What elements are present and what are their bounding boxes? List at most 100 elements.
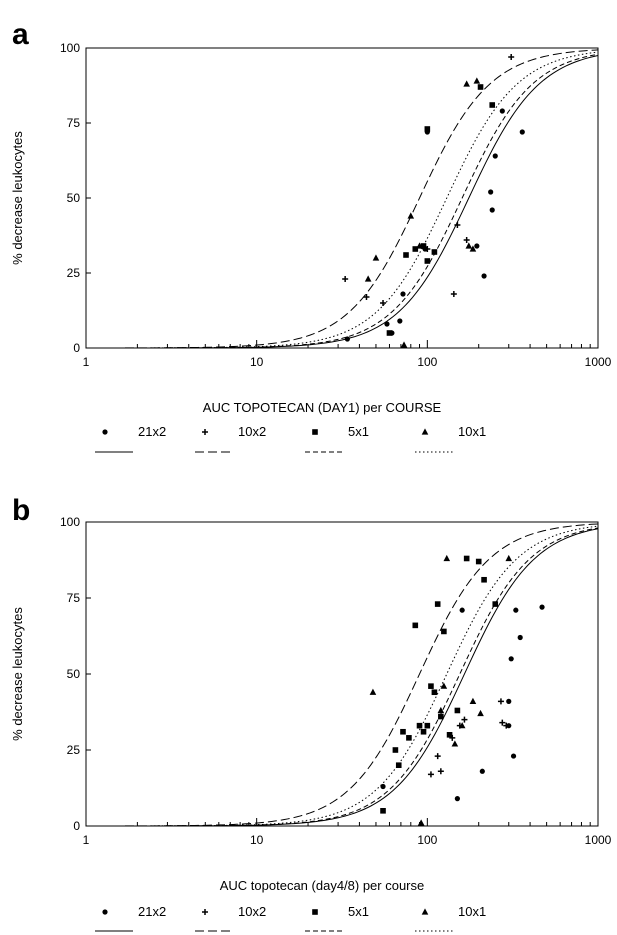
y-tick-label: 50 — [67, 191, 81, 205]
plus-point-7 — [508, 54, 515, 60]
x-tick-label: 100 — [417, 833, 437, 847]
triangle-point-8 — [477, 709, 484, 717]
triangle-point-4 — [443, 554, 451, 562]
legend-label: 21x2 — [138, 424, 166, 439]
circle-point-9 — [517, 634, 523, 641]
plus-point-5 — [454, 222, 461, 228]
square-point-15 — [454, 707, 461, 714]
y-tick-label: 75 — [67, 116, 81, 130]
fit-curve-triangle — [86, 51, 599, 349]
triangle-point-legend — [421, 908, 429, 915]
square-point-14 — [446, 732, 453, 738]
plus-point-0 — [342, 276, 349, 282]
plot-frame — [85, 47, 599, 349]
circle-point-8 — [513, 607, 519, 613]
legend-label: 10x1 — [458, 904, 486, 919]
square-point-5 — [424, 258, 431, 264]
y-tick-label: 100 — [60, 515, 80, 529]
square-point-6 — [477, 84, 484, 90]
circle-point-9 — [488, 189, 494, 195]
panel-letter: b — [12, 494, 30, 527]
square-point-18 — [481, 576, 487, 583]
panel-b: b 0 25 50 75 100 1 10 100 1000 AUC topotecan (day4… — [10, 494, 612, 932]
panel-letter: a — [12, 18, 29, 51]
square-point-legend — [312, 429, 318, 435]
plus-point-6 — [463, 237, 470, 243]
circle-point-11 — [492, 153, 498, 159]
x-tick-label: 10 — [250, 355, 264, 369]
plus-point-1 — [363, 294, 370, 300]
plus-point-7 — [499, 719, 506, 726]
triangle-point-8 — [465, 242, 473, 249]
circle-point-13 — [519, 129, 525, 135]
square-point-13 — [441, 628, 447, 635]
y-tick-label: 25 — [67, 266, 81, 280]
square-point-11 — [434, 601, 441, 607]
square-point-16 — [463, 555, 470, 562]
triangle-point-2 — [400, 341, 408, 348]
fit-curve-triangle — [86, 525, 599, 827]
square-point-8 — [424, 722, 431, 729]
y-tick-label: 50 — [67, 667, 81, 681]
fit-curve-circle — [86, 55, 599, 349]
plus-point-2 — [437, 768, 444, 775]
circle-point-4 — [400, 291, 406, 297]
square-point-legend — [312, 909, 318, 915]
square-point-9 — [428, 683, 434, 689]
triangle-point-2 — [437, 706, 445, 714]
y-tick-label: 0 — [73, 341, 80, 355]
square-point-2 — [395, 762, 402, 768]
square-point-2 — [412, 246, 419, 252]
square-point-1 — [392, 747, 399, 753]
legend-label: 10x2 — [238, 904, 266, 919]
fit-curve-plus — [85, 523, 599, 827]
circle-point-0 — [344, 336, 350, 342]
square-point-1 — [403, 252, 409, 258]
square-point-7 — [489, 102, 496, 108]
circle-point-3 — [479, 768, 485, 774]
fit-curve-circle — [86, 528, 599, 827]
plus-point-legend — [202, 909, 208, 915]
square-point-19 — [492, 601, 499, 607]
square-point-7 — [420, 728, 427, 735]
plus-point-1 — [434, 753, 441, 760]
circle-point-legend — [102, 429, 108, 435]
x-tick-label: 1000 — [585, 355, 612, 369]
square-point-6 — [416, 722, 423, 729]
x-axis-label: AUC topotecan (day4/8) per course — [220, 878, 425, 893]
circle-point-6 — [508, 656, 514, 662]
triangle-point-7 — [469, 697, 477, 704]
square-point-0 — [380, 808, 386, 814]
plus-point-legend — [202, 429, 208, 435]
square-point-4 — [406, 735, 412, 741]
plus-point-4 — [450, 291, 457, 297]
square-point-12 — [438, 713, 444, 720]
plus-point-5 — [461, 716, 468, 723]
plus-point-0 — [427, 771, 434, 778]
y-tick-label: 25 — [67, 743, 81, 757]
square-point-5 — [412, 622, 419, 629]
legend-label: 5x1 — [348, 904, 369, 919]
y-axis-label: % decrease leukocytes — [10, 607, 25, 741]
circle-point-10 — [489, 207, 495, 213]
legend-label: 10x1 — [458, 424, 486, 439]
circle-point-7 — [510, 753, 517, 759]
x-axis-label: AUC TOPOTECAN (DAY1) per COURSE — [203, 400, 442, 415]
x-tick-label: 100 — [417, 355, 437, 369]
triangle-point-0 — [364, 275, 372, 282]
y-tick-label: 0 — [73, 819, 80, 833]
x-tick-label: 1 — [83, 355, 90, 369]
triangle-point-3 — [440, 682, 448, 689]
square-point-8 — [431, 249, 438, 255]
circle-point-legend — [102, 909, 108, 915]
x-tick-label: 1000 — [585, 833, 612, 847]
triangle-point-5 — [451, 740, 459, 747]
plus-point-2 — [380, 300, 387, 306]
legend-label: 21x2 — [138, 904, 166, 919]
circle-point-8 — [481, 273, 487, 279]
legend-label: 5x1 — [348, 424, 369, 439]
triangle-point-1 — [372, 254, 380, 261]
triangle-point-7 — [469, 245, 477, 252]
fit-curve-plus — [85, 49, 599, 349]
